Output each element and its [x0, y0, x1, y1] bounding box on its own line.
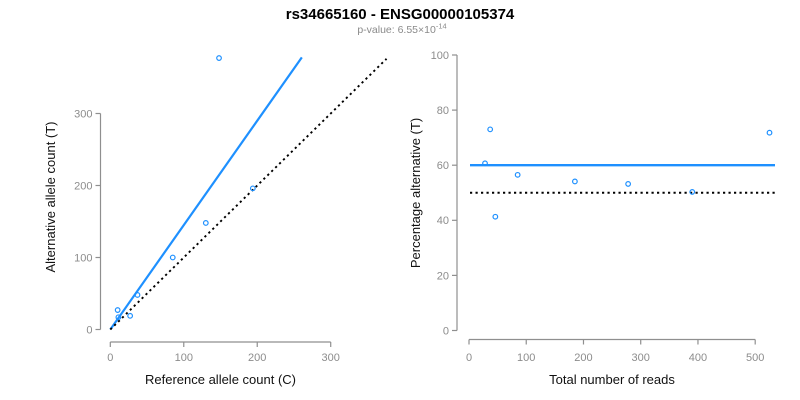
- identity-line: [109, 58, 388, 331]
- data-point: [492, 213, 499, 220]
- right-y-axis-title: Percentage alternative (T): [408, 118, 423, 268]
- y-tick-label: 80: [437, 105, 449, 117]
- data-point: [134, 292, 141, 298]
- x-tick-label: 200: [248, 352, 266, 364]
- data-point: [571, 178, 578, 185]
- data-point: [625, 181, 632, 187]
- allele-count-panel: Reference allele count (C) Alternative a…: [43, 55, 388, 387]
- x-tick-label: 300: [632, 352, 650, 364]
- y-tick-label: 0: [443, 325, 449, 337]
- y-tick-label: 300: [74, 108, 92, 120]
- y-tick-label: 100: [431, 50, 449, 62]
- data-point: [202, 220, 209, 226]
- x-tick-label: 500: [746, 352, 764, 364]
- data-point: [127, 312, 134, 319]
- y-tick-label: 0: [86, 324, 92, 336]
- data-point: [249, 185, 256, 192]
- left-x-axis-title: Reference allele count (C): [145, 372, 296, 387]
- y-tick-label: 40: [437, 215, 449, 227]
- x-tick-label: 0: [466, 352, 472, 364]
- figure-subtitle: p-value: 6.55×10-14: [357, 22, 446, 37]
- x-tick-label: 300: [322, 352, 340, 364]
- x-tick-label: 100: [517, 352, 535, 364]
- data-point: [766, 129, 773, 136]
- data-point: [216, 55, 222, 61]
- percentage-panel: Total number of reads Percentage alterna…: [408, 50, 775, 387]
- data-point: [689, 189, 696, 195]
- data-point: [115, 314, 122, 321]
- data-point: [482, 160, 488, 167]
- x-tick-label: 0: [107, 352, 113, 364]
- data-point: [487, 126, 494, 133]
- data-point: [514, 171, 521, 178]
- y-tick-label: 200: [74, 180, 92, 192]
- data-point: [169, 254, 176, 261]
- p-value-text: p-value: 6.55×10: [357, 24, 436, 36]
- p-value-exponent: -14: [436, 22, 447, 31]
- x-tick-label: 100: [175, 352, 193, 364]
- allelic-ratio-fit-line: [109, 56, 303, 331]
- y-tick-label: 60: [437, 160, 449, 172]
- right-x-axis-title: Total number of reads: [549, 372, 675, 387]
- data-point: [114, 307, 121, 313]
- figure-title: rs34665160 - ENSG00000105374: [286, 6, 515, 23]
- y-tick-label: 20: [437, 270, 449, 282]
- x-tick-label: 200: [574, 352, 592, 364]
- y-tick-label: 100: [74, 252, 92, 264]
- left-y-axis-title: Alternative allele count (T): [43, 121, 58, 272]
- x-tick-label: 400: [689, 352, 707, 364]
